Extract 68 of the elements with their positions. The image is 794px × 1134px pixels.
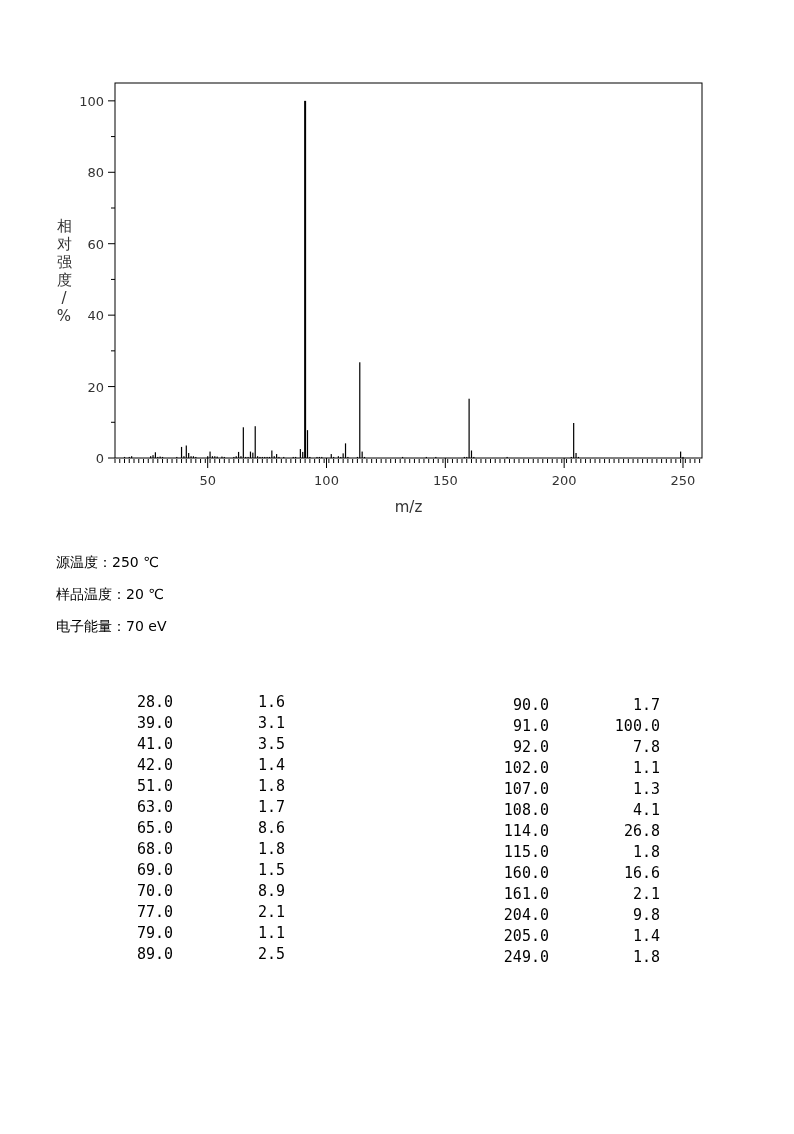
text: 9.8: [632, 906, 660, 924]
text: 8.9: [257, 882, 285, 900]
x-tick-label: 150: [432, 473, 458, 488]
text: 68.0: [136, 840, 173, 858]
text: 41.0: [136, 735, 173, 753]
x-tick-label: 50: [199, 473, 216, 488]
text: 1.8: [257, 777, 285, 795]
text: 69.0: [136, 861, 173, 879]
text: 1.7: [632, 696, 660, 714]
x-axis-title: m/z: [394, 498, 423, 516]
text: 63.0: [136, 798, 173, 816]
y-tick-label: 100: [79, 93, 104, 109]
text: 91.0: [512, 717, 549, 735]
text: 160.0: [503, 864, 549, 882]
text: 8.6: [257, 819, 285, 837]
y-tick-label: 40: [87, 308, 104, 324]
text: 115.0: [503, 843, 549, 861]
y-tick-label: 60: [87, 236, 104, 252]
text: 70.0: [136, 882, 173, 900]
text: 92.0: [512, 738, 549, 756]
text: 3.1: [257, 714, 285, 732]
text: 108.0: [503, 801, 549, 819]
text: 28.0: [136, 693, 173, 711]
text: 1.1: [632, 759, 660, 777]
x-tick-label: 250: [670, 473, 696, 488]
text: 7.8: [632, 738, 660, 756]
text: 89.0: [136, 945, 173, 963]
text: 样品温度：20 ℃: [56, 586, 164, 602]
y-tick-label: 0: [95, 451, 104, 466]
x-tick-label: 200: [551, 473, 577, 488]
text: 1.8: [257, 840, 285, 858]
text: 42.0: [136, 756, 173, 774]
text: 90.0: [512, 696, 549, 714]
text: 2.1: [257, 903, 285, 921]
text: 1.7: [257, 798, 285, 816]
text: 3.5: [257, 735, 285, 753]
text: 电子能量：70 eV: [56, 618, 167, 634]
text: 26.8: [623, 822, 660, 840]
text: 1.3: [632, 780, 660, 798]
text: 4.1: [632, 801, 660, 819]
text: 1.1: [257, 924, 285, 942]
text: 1.8: [632, 843, 660, 861]
text: 107.0: [503, 780, 549, 798]
text: 1.6: [257, 693, 285, 711]
text: 51.0: [136, 777, 173, 795]
x-tick-label: 100: [314, 473, 339, 488]
text: 114.0: [503, 822, 549, 840]
y-axis-title: 相对强度/%: [56, 216, 72, 325]
text: 2.5: [257, 945, 285, 963]
text: 79.0: [136, 924, 173, 942]
text: 204.0: [503, 906, 549, 924]
text: 16.6: [623, 864, 660, 882]
text: 65.0: [136, 819, 173, 837]
text: 1.4: [257, 756, 285, 774]
text: 100.0: [614, 717, 660, 735]
text: 205.0: [503, 927, 549, 945]
text: 161.0: [503, 885, 549, 903]
text: 1.8: [632, 948, 660, 966]
text: 249.0: [503, 948, 549, 966]
text: 1.4: [632, 927, 660, 945]
text: 102.0: [503, 759, 549, 777]
text: 77.0: [136, 903, 173, 921]
text: 源温度：250 ℃: [56, 554, 159, 570]
text: 2.1: [632, 885, 660, 903]
text: 1.5: [257, 861, 285, 879]
y-tick-label: 80: [87, 165, 104, 181]
text: 39.0: [136, 714, 173, 732]
y-tick-label: 20: [87, 379, 104, 395]
